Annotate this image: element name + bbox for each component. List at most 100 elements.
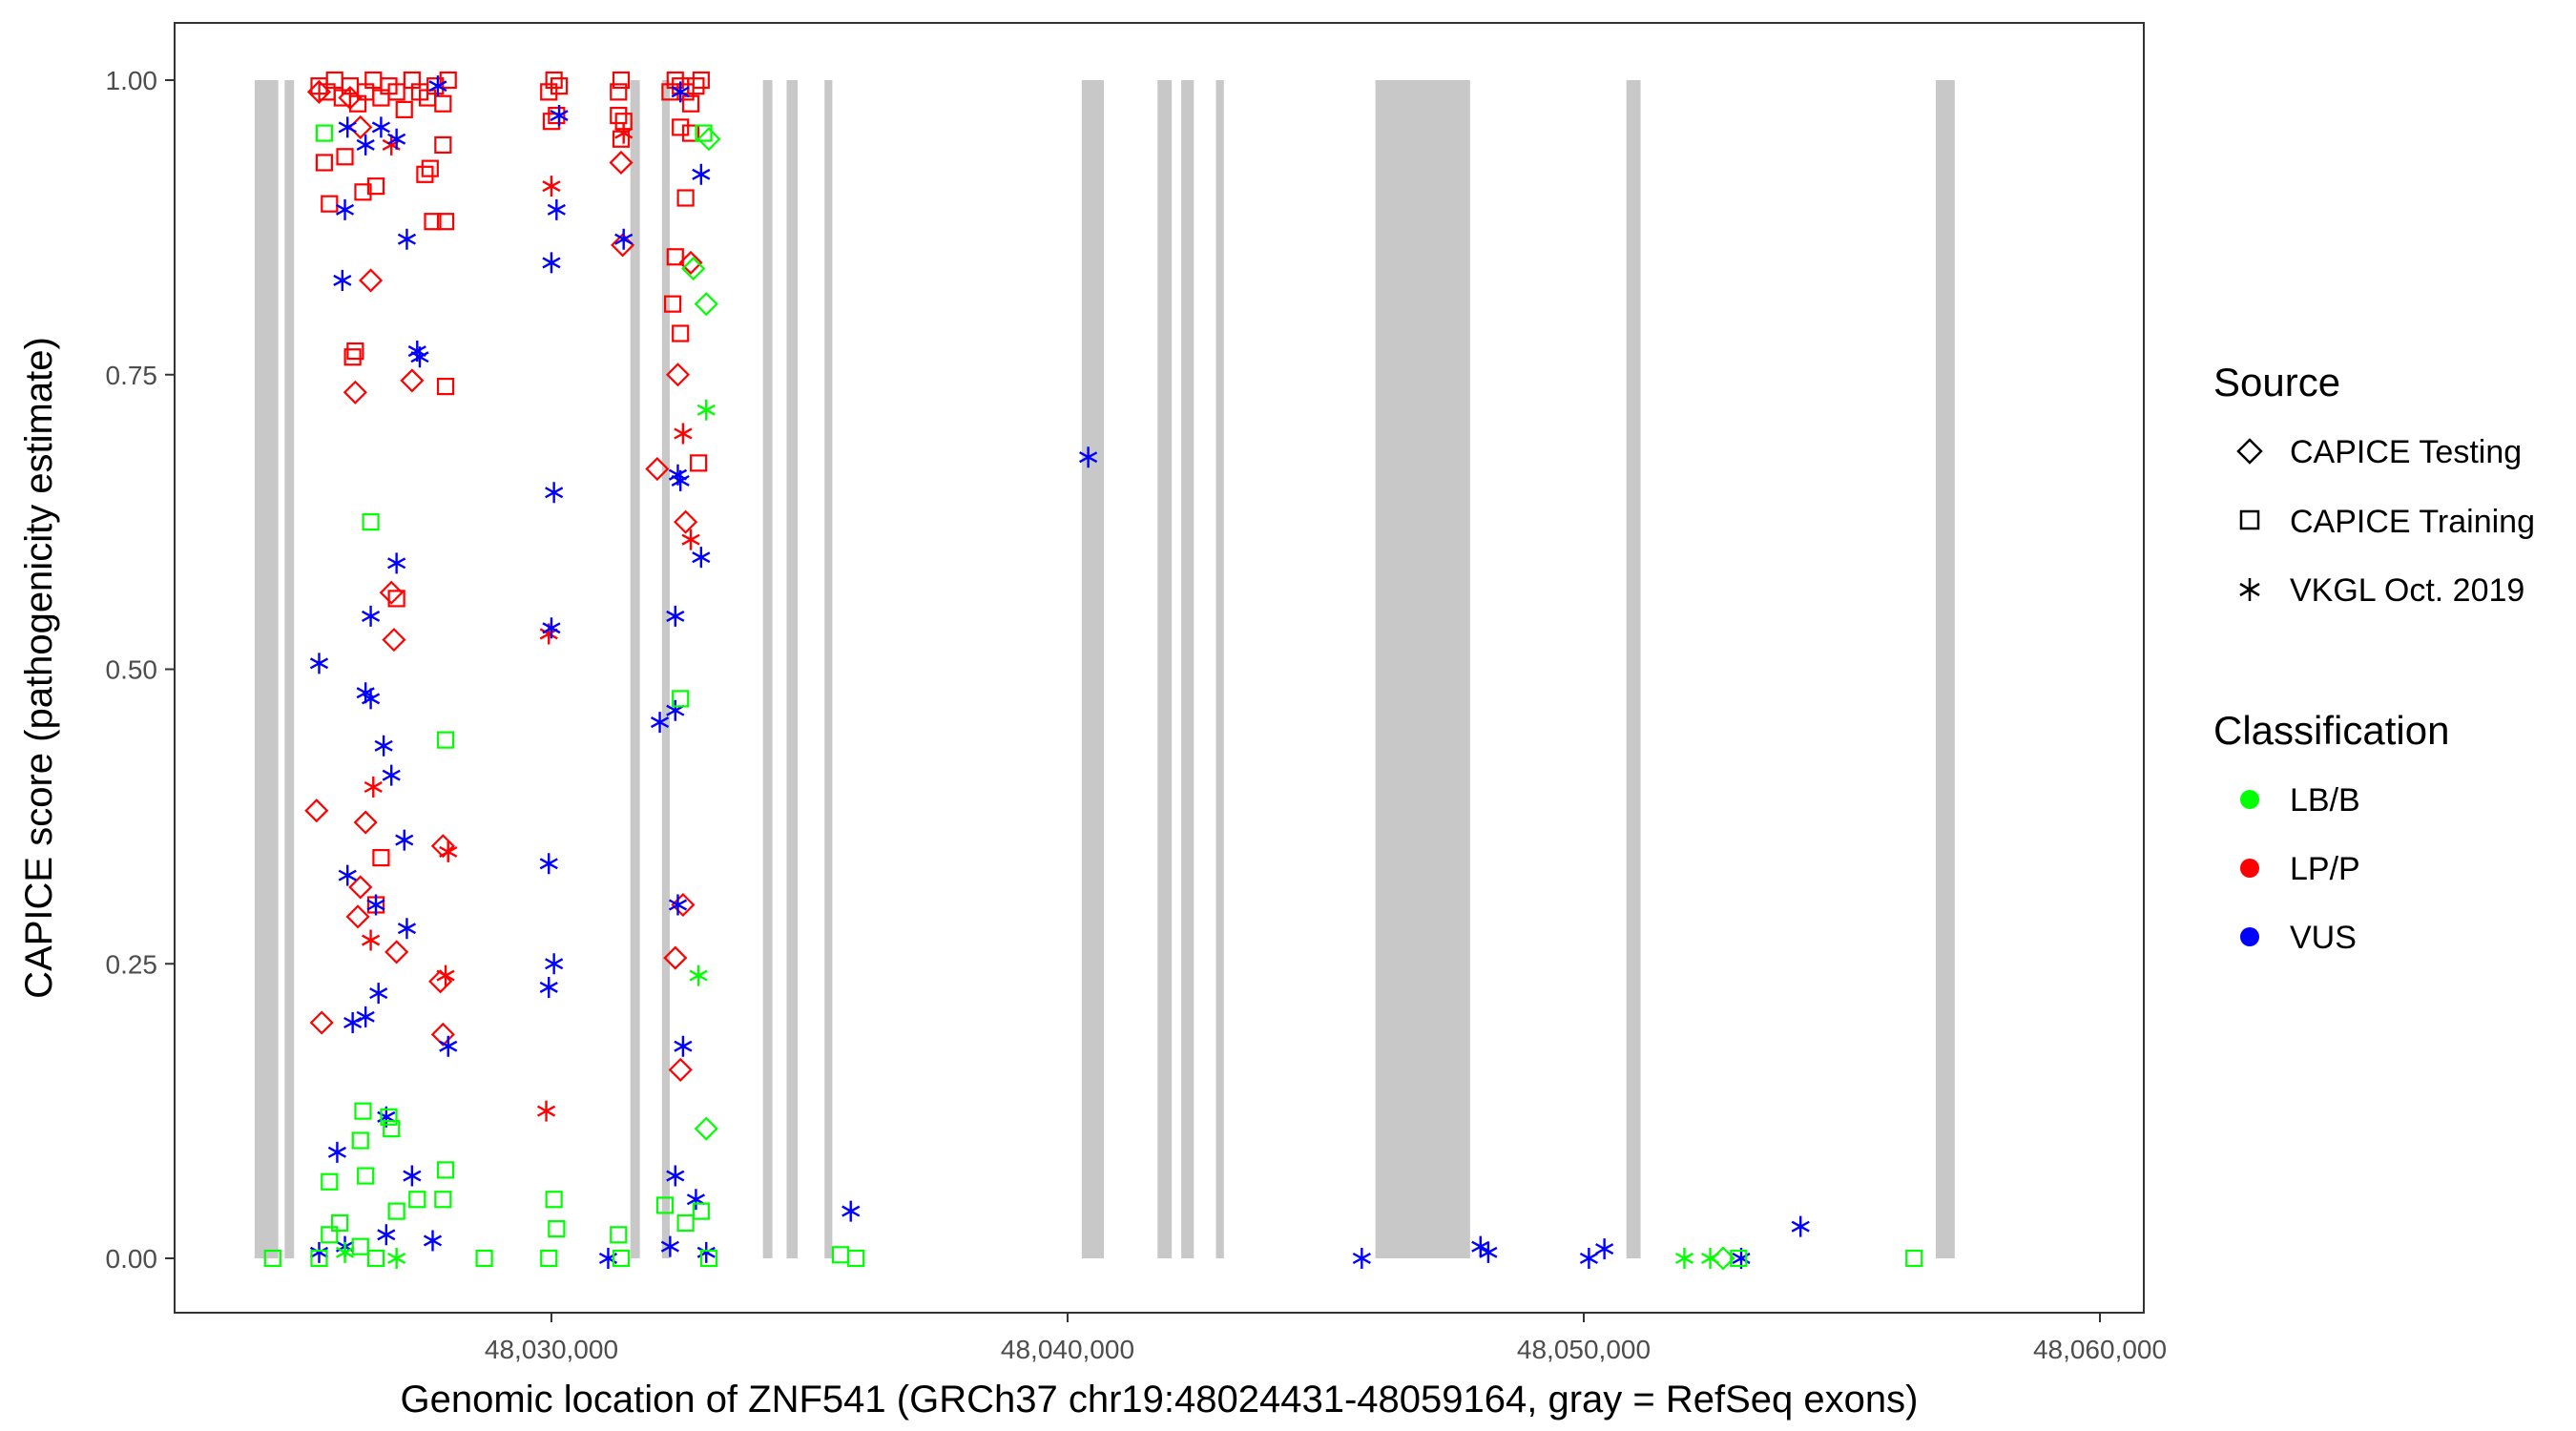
point-asterisk (542, 252, 561, 274)
x-axis: 48,030,000 48,040,000 48,050,000 48,060,000 (485, 1313, 2167, 1364)
point-asterisk (1700, 1248, 1720, 1269)
point-square (681, 124, 700, 142)
point-square (387, 1202, 405, 1220)
point-asterisk (545, 482, 564, 504)
exon-band (1215, 80, 1224, 1258)
data-points (263, 71, 1923, 1271)
dot-icon (2240, 859, 2259, 878)
point-asterisk (1674, 1248, 1694, 1269)
point-asterisk (362, 688, 381, 710)
point-asterisk (689, 964, 708, 986)
point-diamond (665, 363, 691, 387)
legend-label: VKGL Oct. 2019 (2290, 572, 2524, 609)
point-square (331, 1213, 349, 1233)
point-square (672, 324, 690, 342)
point-square (692, 1202, 710, 1220)
point-asterisk (666, 605, 685, 627)
point-square (351, 1237, 369, 1255)
point-asterisk (309, 1241, 329, 1263)
point-diamond (309, 1010, 334, 1035)
point-square (663, 295, 682, 313)
dot-icon (2240, 790, 2259, 809)
legend-item-capice-training: CAPICE Training (2239, 504, 2535, 540)
point-square (436, 213, 455, 231)
point-diamond (430, 834, 455, 859)
point-asterisk (335, 1241, 355, 1263)
point-diamond (345, 904, 370, 929)
legend-item-capice-testing: CAPICE Testing (2236, 434, 2522, 470)
point-square (672, 690, 690, 708)
panel-border (174, 22, 2145, 1314)
point-diamond (428, 969, 453, 994)
point-asterisk (403, 1165, 422, 1187)
point-square (362, 513, 380, 531)
point-diamond (338, 85, 363, 111)
point-asterisk (671, 469, 690, 491)
x-axis-title: Genomic location of ZNF541 (GRCh37 chr19… (401, 1379, 1919, 1421)
point-asterisk (410, 346, 429, 368)
point-diamond (348, 875, 373, 900)
point-asterisk (668, 894, 688, 916)
point-square (315, 124, 333, 142)
point-asterisk (382, 764, 401, 786)
exon-band (1375, 80, 1470, 1258)
legend-source-title: Source (2213, 360, 2340, 404)
point-square (666, 248, 684, 266)
exon-band (1935, 80, 1955, 1258)
point-square (336, 148, 354, 166)
y-tick-label: 1.00 (106, 66, 158, 95)
point-asterisk (1079, 446, 1098, 468)
point-square (612, 71, 631, 90)
point-diamond (379, 580, 404, 605)
exon-band (661, 80, 671, 1258)
point-square (676, 1213, 695, 1233)
point-asterisk (1579, 1248, 1598, 1269)
point-square (610, 1226, 628, 1244)
x-tick-label: 48,060,000 (2033, 1335, 2167, 1364)
point-square (372, 848, 390, 867)
point-asterisk (841, 1200, 861, 1222)
point-asterisk (356, 1006, 375, 1027)
point-square (690, 454, 708, 472)
point-asterisk (366, 894, 385, 916)
square-icon (2239, 509, 2260, 530)
point-diamond (400, 368, 425, 393)
point-asterisk (369, 983, 388, 1005)
point-diamond (671, 892, 696, 918)
legend: Source CAPICE Testing CAPICE Training VK… (2213, 360, 2535, 956)
point-diamond (678, 250, 703, 275)
point-asterisk (542, 176, 561, 197)
point-square (434, 135, 452, 155)
point-square (672, 118, 690, 136)
point-asterisk (377, 1224, 396, 1246)
point-diamond (353, 810, 378, 835)
point-square (321, 1226, 339, 1244)
point-square (676, 83, 695, 101)
y-tick-label: 0.75 (106, 361, 158, 390)
exon-band (786, 80, 799, 1258)
y-tick-label: 0.00 (106, 1244, 158, 1274)
legend-classification-title: Classification (2213, 708, 2449, 753)
point-square (387, 590, 405, 608)
point-square (540, 1249, 558, 1268)
point-square (346, 342, 364, 361)
legend-item-lbb: LB/B (2240, 782, 2360, 819)
point-square (366, 1249, 385, 1268)
point-square (655, 1196, 675, 1214)
point-asterisk (387, 128, 406, 150)
legend-item-lpp: LP/P (2240, 851, 2360, 887)
legend-label: CAPICE Testing (2290, 434, 2522, 470)
point-square (548, 106, 566, 125)
point-asterisk (397, 918, 417, 940)
exon-band (824, 80, 833, 1258)
exon-band (1626, 80, 1641, 1258)
point-asterisk (545, 953, 564, 975)
point-asterisk (371, 116, 390, 138)
point-asterisk (397, 228, 417, 250)
exon-band (1181, 80, 1195, 1258)
point-asterisk (1479, 1241, 1498, 1263)
point-asterisk (428, 75, 447, 97)
point-asterisk (423, 1230, 443, 1252)
point-asterisk (362, 929, 381, 951)
point-square (263, 1249, 281, 1268)
